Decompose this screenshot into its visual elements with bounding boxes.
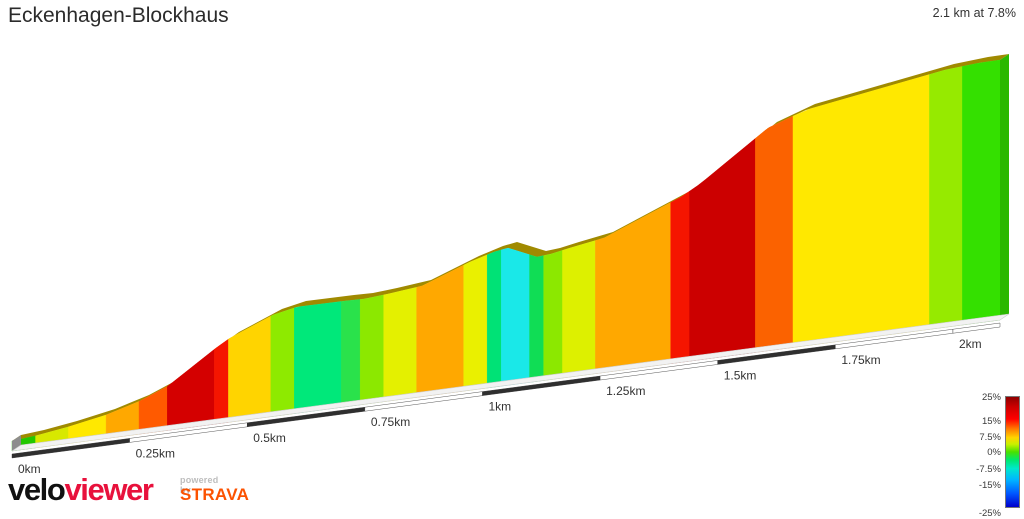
axis-tick-label: 0km: [18, 462, 41, 476]
distance-axis: [11, 322, 1001, 459]
gradient-legend-bar: [1005, 396, 1020, 508]
gradient-segment: [383, 287, 417, 402]
base-slab: [11, 313, 1010, 452]
axis-tick-block: [952, 322, 1001, 334]
gradient-segment: [416, 264, 464, 398]
axis-tick-label: 1.75km: [841, 353, 880, 367]
climb-summary: 2.1 km at 7.8%: [932, 6, 1016, 20]
page-title: Eckenhagen-Blockhaus: [8, 4, 229, 27]
strava-logo[interactable]: STRAVA: [180, 485, 250, 504]
veloviewer-logo-viewer: viewer: [64, 472, 154, 507]
gradient-segment: [341, 299, 361, 408]
legend-label: -25%: [978, 508, 1001, 519]
legend-label: -15%: [978, 479, 1001, 491]
ribbon-end-cap: [1000, 54, 1009, 320]
gradient-segment: [501, 247, 530, 387]
gradient-segment: [486, 249, 502, 389]
gradient-segment: [670, 190, 690, 364]
axis-tick-label: 1.5km: [724, 368, 757, 382]
gradient-legend-labels: 25% 15% 7.5% 0% -7.5% -15% -25%: [961, 392, 1001, 519]
axis-tick-label: 0.75km: [371, 415, 410, 429]
axis-tick-label: 2km: [959, 337, 982, 351]
gradient-segment: [463, 254, 488, 392]
gradient-segment: [689, 137, 756, 362]
ribbon-start-cap: [12, 435, 21, 451]
gradient-segment: [359, 294, 384, 406]
gradient-segment: [529, 254, 544, 383]
gradient-segment: [167, 348, 215, 431]
gradient-segment: [792, 74, 930, 348]
gradient-segment: [228, 315, 271, 423]
gradient-segment: [929, 66, 963, 330]
legend-label: 15%: [981, 416, 1001, 427]
powered-by-label: powered by: [180, 475, 219, 495]
distance-axis-labels: 0km 0.25km 0.5km 0.75km 1km 1.25km 1.5km 1.75km…: [18, 337, 982, 476]
gradient-legend: 25% 15% 7.5% 0% -7.5% -15% -25%: [962, 392, 1020, 519]
legend-label: 0%: [987, 447, 1001, 459]
profile-ribbon: [11, 54, 1010, 452]
gradient-segment: [294, 301, 342, 414]
gradient-segment: [595, 202, 671, 374]
gradient-segment: [214, 338, 229, 425]
gradient-segment: [755, 115, 794, 353]
veloviewer-logo[interactable]: veloviewer: [8, 472, 154, 507]
gradient-segment: [543, 250, 563, 381]
gradient-segment: [562, 240, 596, 379]
ribbon-top-face: [12, 54, 1009, 441]
gradient-segment: [962, 59, 1001, 326]
axis-tick-label: 1.25km: [606, 384, 645, 398]
gradient-segment: [270, 307, 295, 417]
axis-tick-label: 0.5km: [253, 431, 286, 445]
axis-tick-label: 1km: [488, 400, 511, 414]
legend-label: 25%: [981, 392, 1001, 403]
legend-label: 7.5%: [979, 431, 1001, 443]
axis-tick-label: 0.25km: [136, 446, 175, 460]
veloviewer-logo-velo: velo: [8, 472, 66, 507]
legend-label: -7.5%: [976, 464, 1001, 475]
